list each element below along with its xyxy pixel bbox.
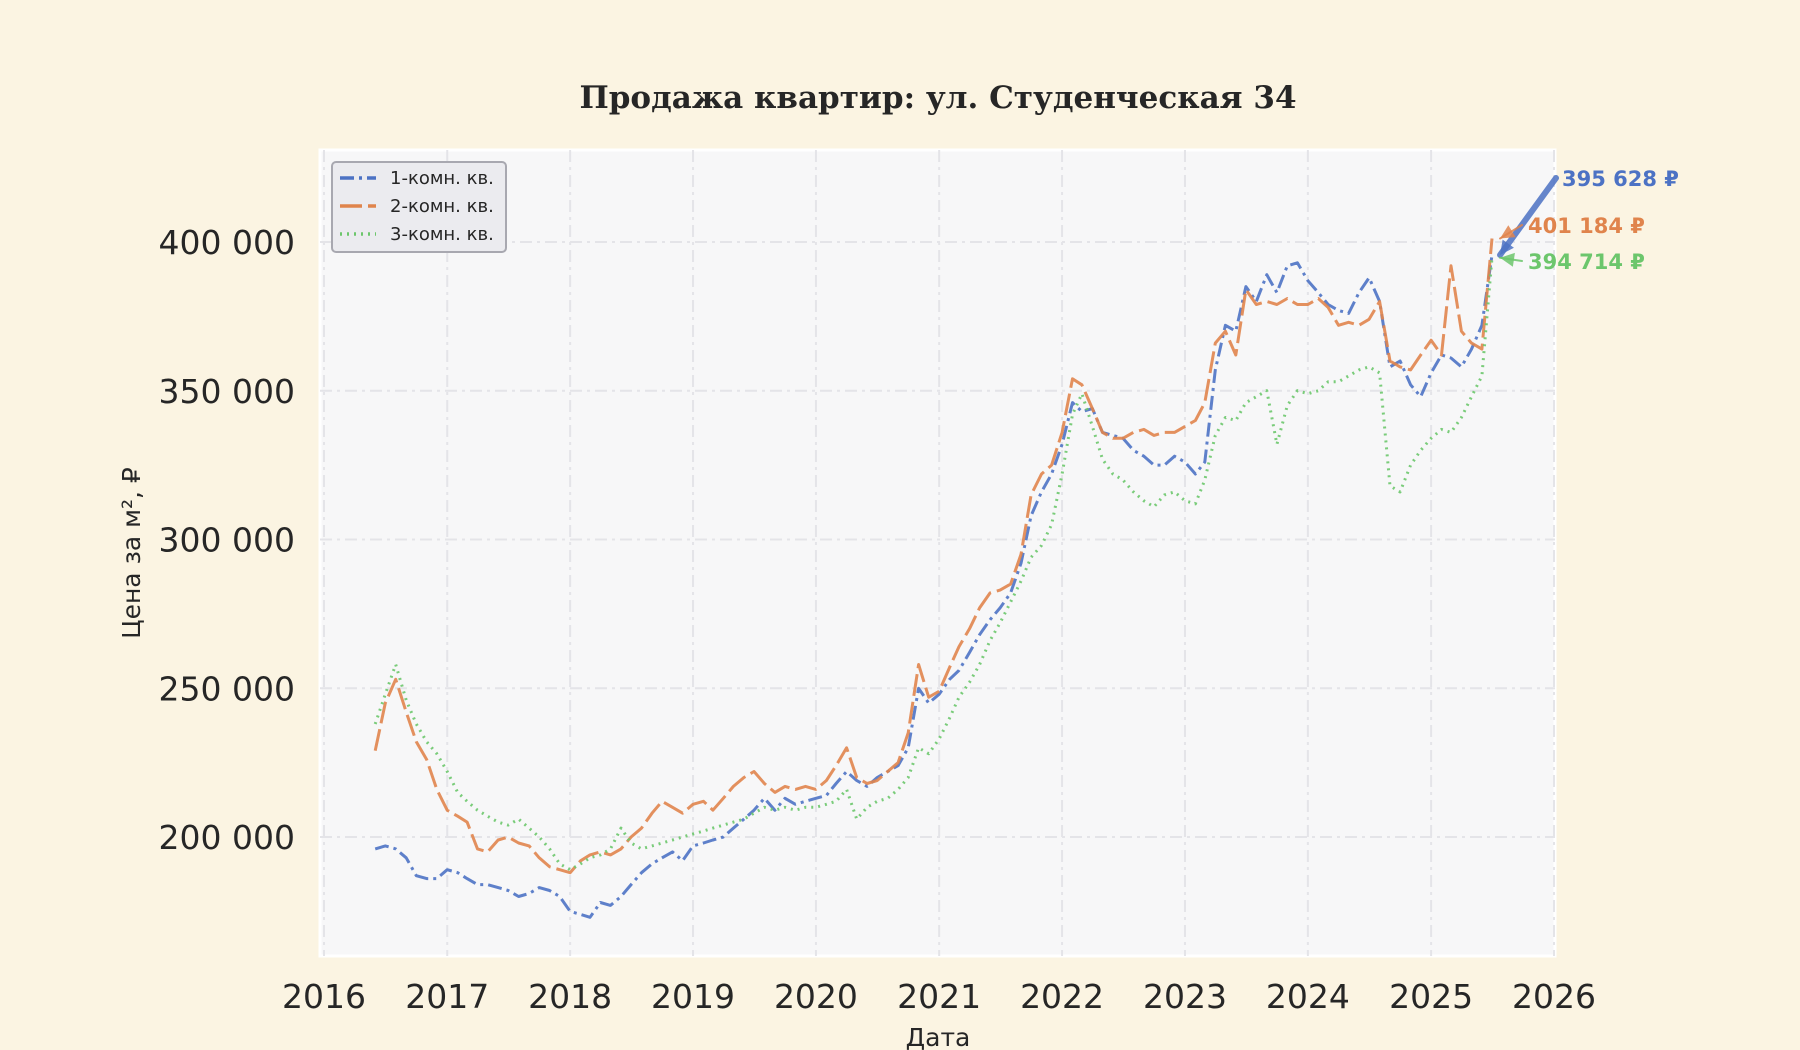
annotation-arrowhead-1	[1500, 239, 1514, 256]
x-tick-label: 2016	[282, 977, 366, 1016]
series-line-1	[374, 254, 1494, 919]
x-axis: 2016 2017 2018 2019 2020 2021 2022 2023 2024 2025…	[282, 977, 1596, 1016]
annotation-layer: 395 628 ₽ 401 184 ₽ 394 714 ₽	[1497, 167, 1679, 274]
series-line-2	[373, 238, 1494, 875]
y-tick-label: 400 000	[159, 223, 295, 262]
x-tick-label: 2019	[651, 977, 735, 1016]
y-tick-label: 350 000	[159, 372, 295, 411]
x-tick-label: 2022	[1020, 977, 1104, 1016]
x-tick-label: 2018	[528, 977, 612, 1016]
x-tick-label: 2025	[1389, 977, 1473, 1016]
x-tick-label: 2026	[1512, 977, 1596, 1016]
grid-layer	[320, 150, 1555, 956]
x-axis-label: Дата	[906, 1023, 971, 1050]
y-tick-label: 300 000	[159, 521, 295, 560]
plot-area	[318, 148, 1557, 958]
x-tick-label: 2024	[1266, 977, 1350, 1016]
x-tick-label: 2021	[897, 977, 981, 1016]
y-tick-label: 200 000	[159, 818, 295, 857]
x-tick-label: 2017	[405, 977, 489, 1016]
series-layer	[373, 238, 1494, 919]
legend-label-3: 3-комн. кв.	[390, 224, 494, 245]
chart-title: Продажа квартир: ул. Студенческая 34	[579, 80, 1296, 116]
legend-box	[331, 161, 507, 253]
annotation-label-3: 394 714 ₽	[1528, 250, 1645, 274]
x-tick-label: 2020	[774, 977, 858, 1016]
annotation-label-1: 395 628 ₽	[1562, 167, 1679, 191]
y-axis-label: Цена за м², ₽	[117, 467, 146, 639]
y-tick-label: 250 000	[159, 669, 295, 708]
x-tick-label: 2023	[1143, 977, 1227, 1016]
legend: 1-комн. кв. 2-комн. кв. 3-комн. кв.	[331, 161, 507, 253]
annotation-label-2: 401 184 ₽	[1528, 214, 1645, 238]
legend-label-1: 1-комн. кв.	[390, 168, 494, 189]
y-axis: 200 000 250 000 300 000 350 000 400 000	[159, 223, 295, 857]
legend-label-2: 2-комн. кв.	[390, 196, 494, 217]
annotation-arrowhead-2	[1500, 225, 1516, 239]
annotation-arrowhead-3	[1500, 252, 1515, 267]
annotation-arrow-1	[1497, 175, 1559, 259]
